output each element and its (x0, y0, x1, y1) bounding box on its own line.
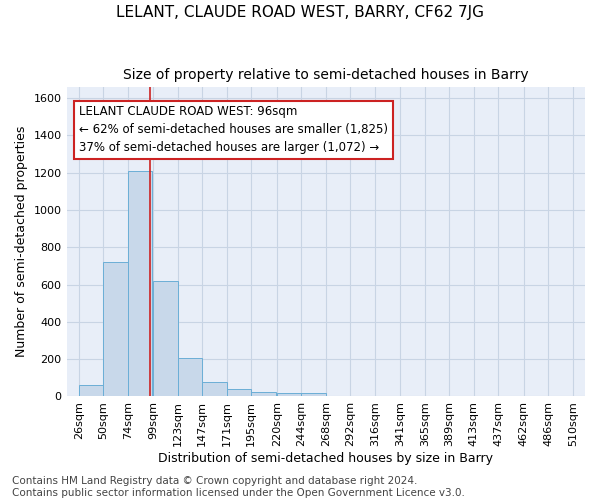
Bar (277, 392, 301, 396)
Bar (128, 171, 152, 396)
Bar (79, 386, 103, 396)
Bar (178, 358, 202, 397)
Bar (251, 392, 276, 396)
Bar (103, 262, 128, 396)
Text: Contains HM Land Registry data © Crown copyright and database right 2024.
Contai: Contains HM Land Registry data © Crown c… (12, 476, 465, 498)
X-axis label: Distribution of semi-detached houses by size in Barry: Distribution of semi-detached houses by … (158, 452, 493, 465)
Bar (301, 392, 326, 396)
Text: LELANT CLAUDE ROAD WEST: 96sqm
← 62% of semi-detached houses are smaller (1,825): LELANT CLAUDE ROAD WEST: 96sqm ← 62% of … (79, 106, 388, 154)
Text: LELANT, CLAUDE ROAD WEST, BARRY, CF62 7JG: LELANT, CLAUDE ROAD WEST, BARRY, CF62 7J… (116, 5, 484, 20)
Title: Size of property relative to semi-detached houses in Barry: Size of property relative to semi-detach… (123, 68, 529, 82)
Bar (153, 281, 178, 396)
Y-axis label: Number of semi-detached properties: Number of semi-detached properties (15, 126, 28, 358)
Bar (227, 389, 251, 396)
Bar (202, 382, 227, 396)
